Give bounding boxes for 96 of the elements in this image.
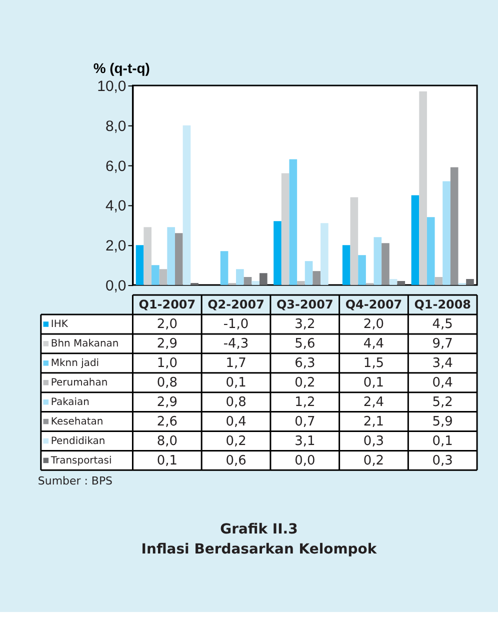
- data-label: 1,0: [156, 356, 178, 372]
- data-label: 3,4: [432, 356, 453, 372]
- bar: [411, 195, 420, 286]
- legend-label: Kesehatan: [50, 416, 104, 428]
- bar: [252, 281, 260, 286]
- text: Inflasi Berdasarkan Kelompok: [141, 542, 378, 558]
- data-label: 0,1: [432, 434, 453, 449]
- data-label: 2,1: [363, 414, 384, 430]
- x-tick-label: Q2-2007: [208, 298, 264, 312]
- data-label: 5,9: [432, 414, 453, 430]
- legend-label: Pendidikan: [50, 436, 106, 447]
- data-label: 1,2: [294, 395, 316, 410]
- data-label: 0,2: [226, 434, 246, 449]
- data-label: 0,6: [226, 453, 246, 468]
- legend-label: Pakaian: [50, 397, 90, 408]
- x-tick-label: Q1-2008: [414, 298, 472, 312]
- text: Grafik II.3: [220, 522, 298, 538]
- data-label: 0,0: [294, 453, 316, 468]
- bar: [312, 271, 321, 286]
- bar: [274, 221, 282, 286]
- data-label: 0,3: [363, 434, 384, 449]
- bar: [426, 217, 435, 286]
- data-label: 3,1: [294, 434, 316, 449]
- data-label: 0,8: [156, 376, 178, 391]
- data-label: 5,2: [432, 395, 453, 410]
- data-label: 2,0: [363, 317, 384, 332]
- data-label: 0,2: [363, 453, 384, 468]
- data-label: 3,2: [294, 317, 316, 332]
- bar: [382, 243, 390, 286]
- data-label: 1,7: [226, 356, 246, 372]
- bar: [297, 281, 305, 286]
- data-label: 9,7: [432, 336, 453, 352]
- bar: [220, 251, 228, 286]
- legend-label: Bhn Makanan: [50, 338, 119, 350]
- text: Sumber : BPS: [38, 474, 113, 488]
- bar: [174, 233, 183, 286]
- bar: [466, 279, 474, 286]
- data-label: 2,9: [156, 336, 178, 352]
- y-tick-label: 0,0: [105, 278, 126, 295]
- text: -4,3: [223, 336, 249, 352]
- bar: [419, 91, 427, 286]
- data-label: 0,7: [294, 414, 316, 430]
- data-label: 2,6: [156, 414, 178, 430]
- data-label: 0,1: [156, 453, 178, 468]
- legend-label: IHK: [50, 319, 68, 330]
- data-label: 2,9: [156, 395, 178, 410]
- data-label: 0,2: [294, 376, 316, 391]
- data-label: 4,5: [432, 317, 453, 332]
- data-label: 0,4: [432, 376, 453, 391]
- bar: [182, 125, 191, 286]
- data-label: 0,1: [226, 376, 246, 391]
- text: -1,0: [223, 317, 249, 332]
- x-tick-label: Q1-2007: [138, 298, 196, 312]
- data-label: 0,8: [226, 395, 246, 410]
- bar: [281, 173, 290, 286]
- bar: [260, 273, 268, 286]
- data-label: 5,6: [294, 336, 316, 352]
- bar: [434, 277, 443, 286]
- bar: [159, 269, 168, 286]
- data-label: 0,4: [226, 414, 246, 430]
- y-axis-title: % (q-t-q): [93, 60, 150, 76]
- bar: [358, 255, 366, 286]
- data-label: 1,5: [363, 356, 384, 372]
- data-label: 4,4: [363, 336, 384, 352]
- x-tick-label: Q4-2007: [345, 298, 402, 312]
- legend-label: Transportasi: [50, 455, 112, 466]
- bar: [236, 269, 244, 286]
- y-tick-label: 4,0: [105, 198, 126, 215]
- bar: [144, 227, 152, 286]
- legend-label: Perumahan: [50, 378, 108, 389]
- bar: [397, 281, 406, 286]
- bar: [244, 277, 252, 286]
- bar: [136, 245, 144, 286]
- x-tick-label: Q3-2007: [276, 298, 334, 312]
- data-label: 6,3: [294, 356, 316, 372]
- data-label: 2,0: [156, 317, 178, 332]
- data-label: 0,3: [432, 453, 453, 468]
- data-label: 8,0: [156, 434, 178, 449]
- y-tick-label: 6,0: [105, 158, 126, 175]
- legend-label: Mknn jadi: [50, 358, 100, 370]
- bar: [304, 261, 313, 286]
- data-label: 2,4: [363, 395, 384, 410]
- bar: [152, 265, 160, 286]
- bar: [342, 245, 350, 286]
- bar: [350, 197, 358, 286]
- bar: [389, 279, 398, 286]
- bar: [450, 167, 458, 286]
- bar: [442, 181, 450, 286]
- data-label: 0,1: [363, 376, 384, 391]
- bar: [374, 237, 382, 286]
- bar: [167, 227, 175, 286]
- y-tick-label: 8,0: [105, 118, 126, 135]
- y-tick-label: 2,0: [105, 238, 126, 255]
- y-tick-label: 10,0: [97, 78, 126, 95]
- bar: [320, 223, 328, 286]
- bar: [289, 159, 298, 286]
